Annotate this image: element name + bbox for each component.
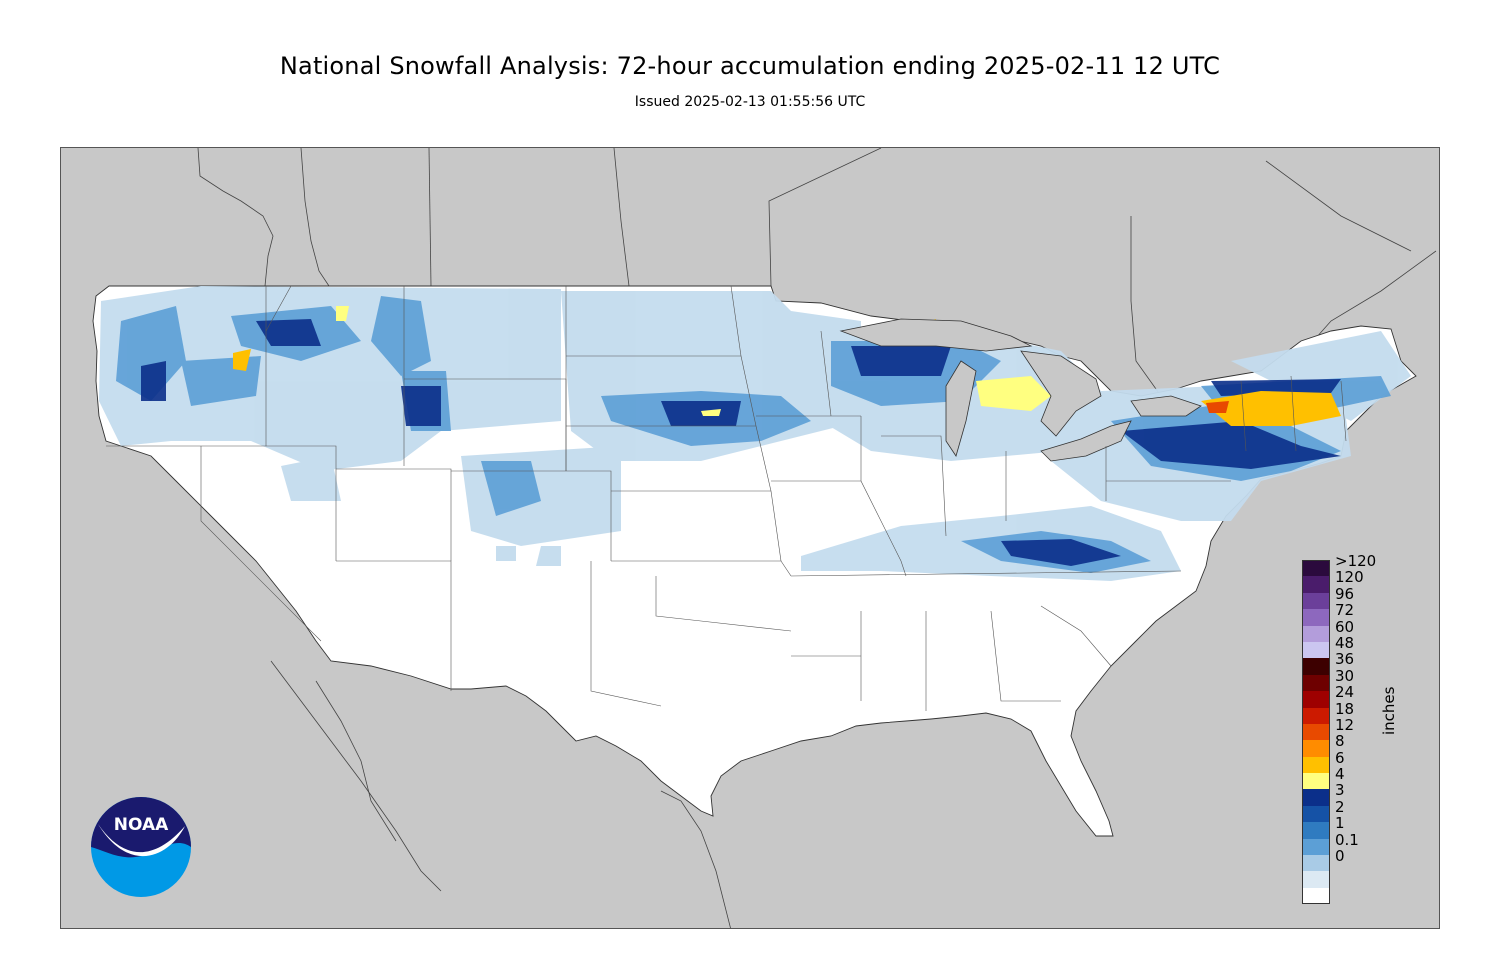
legend-swatch — [1302, 822, 1330, 839]
legend-label: 4 — [1335, 765, 1345, 784]
legend-label: 120 — [1335, 568, 1364, 587]
legend-label: 48 — [1335, 633, 1355, 652]
legend-swatch — [1302, 707, 1330, 724]
legend-units: inches — [1380, 686, 1398, 735]
legend-swatch — [1302, 674, 1330, 692]
color-legend — [1302, 560, 1330, 905]
legend-label: 1 — [1335, 814, 1345, 833]
international-borders — [197, 148, 1437, 397]
legend-swatch — [1302, 658, 1330, 675]
legend-swatch — [1302, 838, 1330, 856]
legend-swatch — [1302, 740, 1330, 757]
legend-swatch — [1302, 773, 1330, 790]
legend-swatch — [1302, 805, 1330, 823]
legend-swatch — [1302, 592, 1330, 610]
legend-label: 24 — [1335, 683, 1355, 702]
us-snowfall-svg — [92, 148, 1437, 928]
legend-swatch — [1302, 625, 1330, 642]
legend-label: 36 — [1335, 650, 1355, 669]
legend-swatch — [1302, 641, 1330, 659]
legend-label: 30 — [1335, 666, 1355, 685]
noaa-logo: NOAA — [91, 797, 191, 897]
legend-swatch — [1302, 871, 1330, 888]
legend-label: 96 — [1335, 584, 1355, 603]
legend-label: 18 — [1335, 699, 1355, 718]
snowfall-map — [60, 147, 1440, 929]
state-borders — [106, 285, 1347, 711]
legend-label: >120 — [1335, 552, 1377, 570]
legend-swatch — [1302, 609, 1330, 626]
legend-label: 0.1 — [1335, 830, 1359, 849]
legend-swatch — [1302, 756, 1330, 774]
legend-label: 60 — [1335, 617, 1355, 636]
legend-label: 6 — [1335, 748, 1345, 767]
issued-timestamp: Issued 2025-02-13 01:55:56 UTC — [634, 94, 866, 110]
legend-label: 0 — [1335, 847, 1345, 866]
legend-swatch — [1302, 576, 1330, 593]
legend-label: 2 — [1335, 797, 1345, 816]
mexico-coastline — [270, 660, 731, 928]
legend-labels: >120 120 96 72 60 48 36 30 24 18 12 8 6 4 3 2 1 0.1 0 — [1335, 552, 1377, 866]
legend-swatch — [1302, 855, 1330, 872]
legend-label: 8 — [1335, 732, 1345, 751]
legend-label: 72 — [1335, 601, 1355, 620]
legend-swatch — [1302, 789, 1330, 806]
legend-swatch — [1302, 723, 1330, 741]
legend-swatch — [1302, 887, 1330, 905]
legend-label: 3 — [1335, 781, 1345, 800]
map-title: National Snowfall Analysis: 72-hour accu… — [279, 52, 1221, 80]
legend-label: 12 — [1335, 715, 1355, 734]
snowfall-heavy — [141, 319, 1341, 566]
noaa-logo-text: NOAA — [114, 815, 169, 835]
great-lakes — [839, 318, 1202, 462]
legend-swatch — [1302, 560, 1330, 577]
legend-swatch — [1302, 691, 1330, 708]
